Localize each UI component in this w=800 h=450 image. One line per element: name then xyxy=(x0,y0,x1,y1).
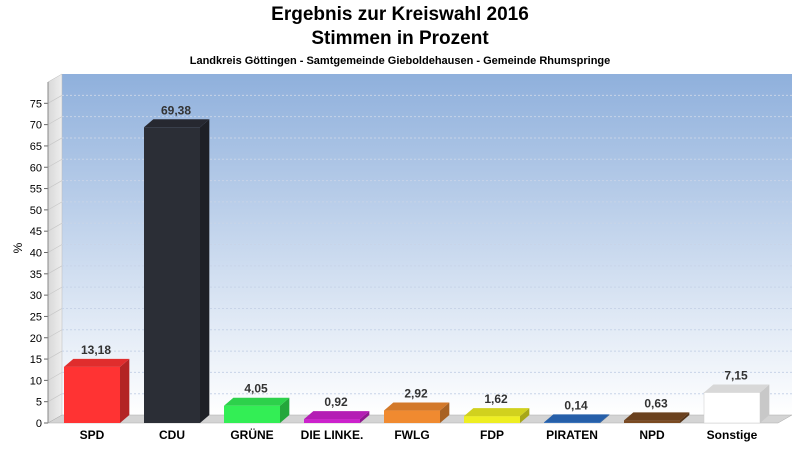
y-tick-label: 70 xyxy=(30,120,42,132)
gridline-wall xyxy=(47,137,63,147)
gridline-wall xyxy=(47,116,63,125)
gridline-wall xyxy=(47,180,63,189)
y-axis-label: % xyxy=(11,242,25,253)
x-tick-label: FWLG xyxy=(394,428,429,442)
x-tick-label: Sonstige xyxy=(707,428,758,442)
data-label: 0,92 xyxy=(324,395,348,409)
gridline-wall xyxy=(47,372,63,381)
y-tick-label: 55 xyxy=(30,184,42,196)
bar xyxy=(544,422,600,423)
chart-title: Ergebnis zur Kreiswahl 2016 xyxy=(271,4,529,25)
bar-top xyxy=(704,384,770,393)
data-label: 13,18 xyxy=(81,343,111,357)
bar xyxy=(64,366,120,423)
chart-caption: Landkreis Göttingen - Samtgemeinde Giebo… xyxy=(189,55,611,67)
bar-top xyxy=(144,119,210,128)
bar xyxy=(464,416,520,423)
bar-top xyxy=(464,408,530,417)
x-tick-label: SPD xyxy=(80,428,105,442)
x-tick-label: NPD xyxy=(639,428,665,442)
x-tick-label: CDU xyxy=(159,428,185,442)
bar-side xyxy=(360,411,370,423)
bar-side xyxy=(120,358,130,423)
bar-side xyxy=(680,412,690,423)
data-label: 0,14 xyxy=(564,398,588,412)
data-label: 0,63 xyxy=(644,396,668,410)
bar-side xyxy=(520,408,530,423)
gridline-wall xyxy=(47,329,63,339)
y-tick-label: 40 xyxy=(30,248,42,260)
gridline-wall xyxy=(47,286,63,296)
x-tick-label: PIRATEN xyxy=(546,428,598,442)
data-label: 7,15 xyxy=(724,369,748,383)
bar-top xyxy=(224,397,290,406)
x-tick-label: FDP xyxy=(480,428,504,442)
y-tick-label: 50 xyxy=(30,205,42,217)
bar xyxy=(624,420,680,423)
y-tick-label: 5 xyxy=(36,397,42,409)
y-tick-label: 75 xyxy=(30,98,42,110)
bar xyxy=(144,127,200,423)
bar xyxy=(224,405,280,423)
bar-side xyxy=(760,384,770,423)
bar-top xyxy=(544,414,610,423)
bar-side xyxy=(280,397,290,423)
chart-subtitle: Stimmen in Prozent xyxy=(311,28,489,49)
bar xyxy=(384,410,440,423)
bar-side xyxy=(600,414,610,423)
gridline-wall xyxy=(47,308,63,317)
gridline-wall xyxy=(47,95,63,104)
bar-top xyxy=(304,411,370,420)
bar xyxy=(304,419,360,423)
x-tick-label: DIE LINKE. xyxy=(301,428,364,442)
bar-top xyxy=(624,412,690,421)
bar-side xyxy=(440,402,450,423)
x-tick-label: GRÜNE xyxy=(230,427,273,442)
gridline-wall xyxy=(47,393,63,402)
data-label: 2,92 xyxy=(404,387,428,401)
y-tick-label: 15 xyxy=(30,354,42,366)
y-tick-label: 20 xyxy=(30,333,42,345)
data-label: 1,62 xyxy=(484,392,508,406)
y-tick-label: 60 xyxy=(30,162,42,174)
y-tick-label: 65 xyxy=(30,141,42,153)
bar-top xyxy=(384,402,450,411)
data-label: 69,38 xyxy=(161,103,191,117)
gridline-wall xyxy=(47,265,63,275)
gridline-wall xyxy=(47,350,63,360)
gridline-wall xyxy=(47,244,63,253)
y-tick-label: 30 xyxy=(30,290,42,302)
bar xyxy=(703,392,761,424)
y-tick-label: 0 xyxy=(36,418,42,430)
gridline-wall xyxy=(47,222,63,232)
y-tick-label: 45 xyxy=(30,226,42,238)
y-tick-label: 35 xyxy=(30,269,42,281)
y-tick-label: 25 xyxy=(30,311,42,323)
gridline-wall xyxy=(47,158,63,168)
data-label: 4,05 xyxy=(244,382,268,396)
y-tick-label: 10 xyxy=(30,375,42,387)
gridline-wall xyxy=(47,201,63,211)
bar-top xyxy=(64,358,130,367)
bar-side xyxy=(200,119,210,423)
